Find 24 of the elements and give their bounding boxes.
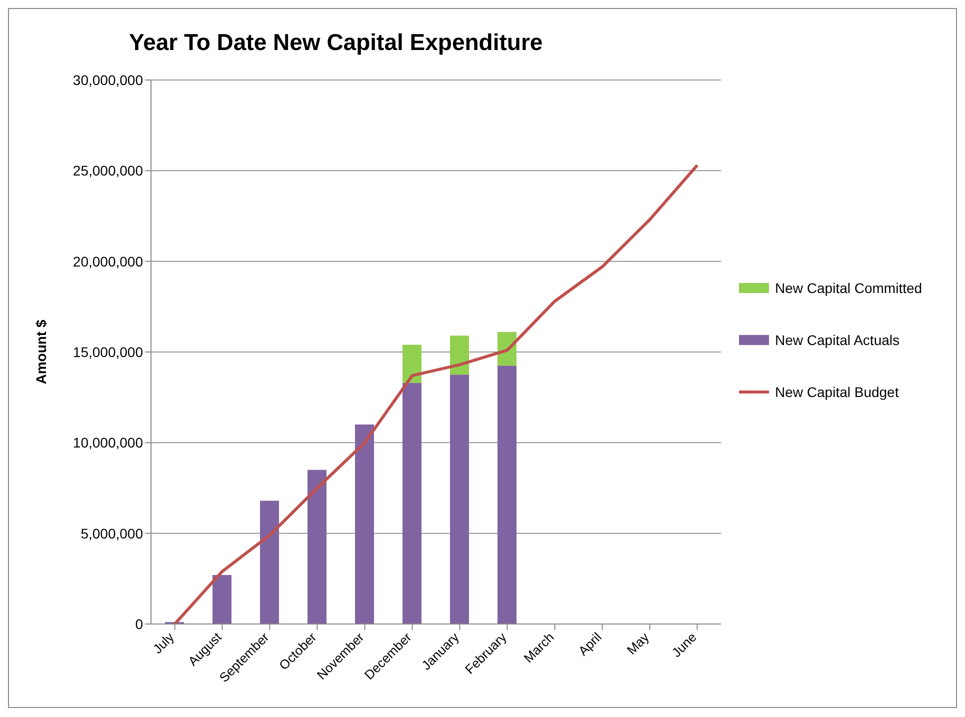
- bar: [212, 575, 232, 624]
- legend-label: New Capital Budget: [775, 384, 899, 400]
- y-tick-label: 10,000,000: [72, 434, 144, 451]
- line-series: [173, 164, 699, 624]
- bar: [450, 374, 469, 624]
- bar: [260, 500, 279, 624]
- legend-label: New Capital Committed: [775, 280, 922, 296]
- y-tick-label: 0: [135, 616, 144, 632]
- bar: [450, 336, 469, 375]
- legend-label: New Capital Actuals: [775, 332, 900, 348]
- y-axis-title: Amount $: [32, 320, 49, 384]
- bar: [355, 424, 374, 624]
- x-tick-label: July: [150, 629, 178, 656]
- y-tick-label: 25,000,000: [72, 162, 144, 179]
- chart-title: Year To Date New Capital Expenditure: [129, 29, 543, 56]
- y-tick-label: 5,000,000: [80, 525, 144, 542]
- y-tick-label: 20,000,000: [72, 253, 144, 270]
- bar: [402, 344, 422, 383]
- bar: [308, 470, 326, 624]
- x-tick-label: May: [624, 629, 652, 658]
- bar: [498, 366, 516, 624]
- y-tick-label: 15,000,000: [72, 344, 144, 360]
- bar: [402, 382, 422, 624]
- y-tick-label: 30,000,000: [72, 72, 144, 88]
